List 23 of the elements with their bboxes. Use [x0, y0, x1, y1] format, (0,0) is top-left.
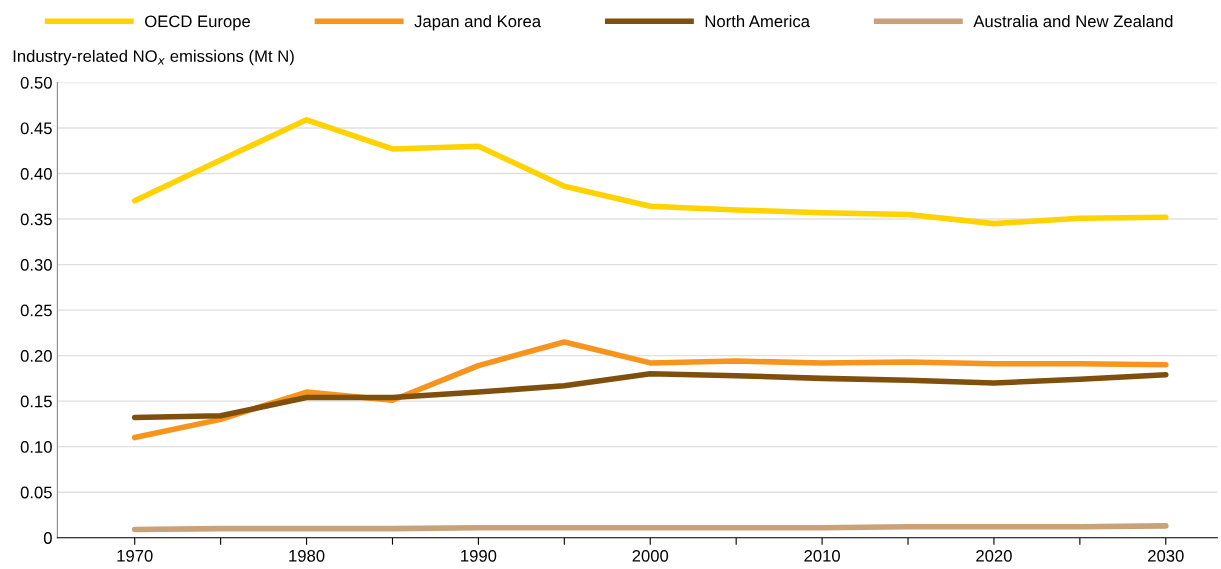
x-tick-label: 1970 [117, 549, 153, 562]
y-tick-label: 0.20 [20, 350, 52, 362]
x-tick-label: 2010 [804, 549, 840, 562]
legend-label: OECD Europe [145, 15, 251, 31]
legend-label: North America [705, 15, 810, 28]
x-tick-label: 2030 [1148, 549, 1184, 562]
legend-label: Japan and Korea [414, 15, 542, 31]
y-axis-title: Industry-related NO$_{x}$ emissions (Mt N) [13, 49, 294, 66]
y-tick-label: 0.45 [20, 122, 52, 135]
x-tick-label: 1980 [289, 549, 325, 562]
y-tick-label: 0 [43, 532, 52, 544]
legend-label: Australia and New Zealand [973, 15, 1173, 28]
x-tick-label: 2020 [976, 549, 1012, 562]
y-tick-label: 0.10 [20, 441, 52, 453]
x-tick-label: 1990 [461, 549, 497, 562]
y-tick-label: 0.35 [20, 213, 52, 226]
y-tick-label: 0.25 [20, 304, 52, 317]
y-tick-label: 0.40 [20, 167, 52, 180]
y-tick-label: 0.30 [20, 258, 52, 271]
y-tick-label: 0.05 [20, 486, 52, 499]
y-tick-label: 0.50 [20, 76, 52, 89]
y-tick-label: 0.15 [20, 395, 52, 408]
x-tick-label: 2000 [632, 549, 669, 562]
